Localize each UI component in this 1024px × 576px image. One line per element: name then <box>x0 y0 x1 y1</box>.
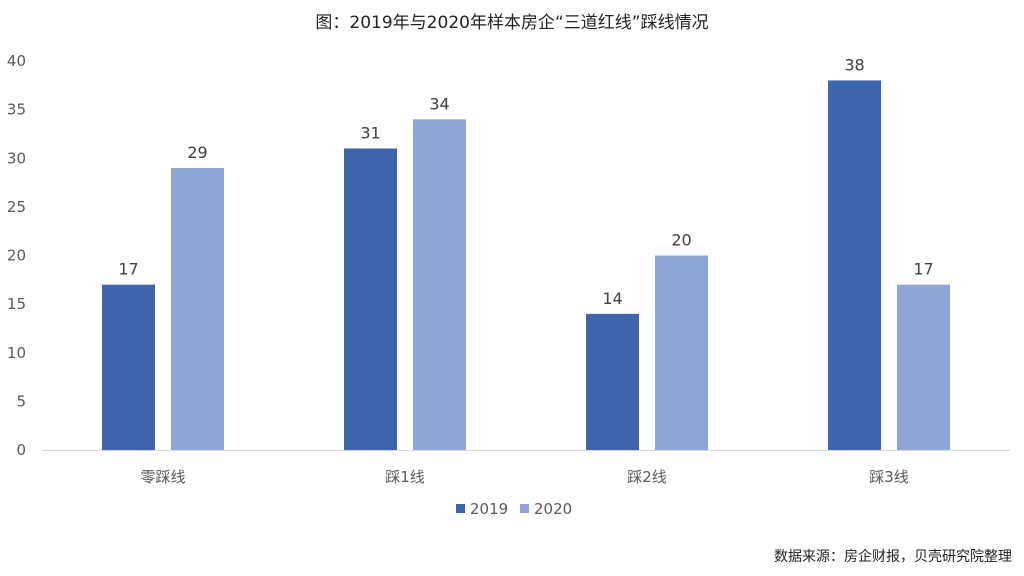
data-label: 34 <box>429 94 449 113</box>
bar-2019 <box>586 313 639 450</box>
bar-2019 <box>102 284 155 450</box>
bar-2020 <box>897 284 950 450</box>
bars: 17 29 31 34 14 20 38 17 <box>102 55 950 450</box>
legend: 2019 2020 <box>456 500 572 518</box>
data-label: 17 <box>118 260 138 279</box>
x-tick-label: 零踩线 <box>140 468 185 486</box>
legend-label: 2020 <box>534 500 572 518</box>
bar-2020 <box>655 255 708 450</box>
y-tick-label: 35 <box>7 101 26 119</box>
x-tick-label: 踩2线 <box>627 468 667 486</box>
source-note: 数据来源：房企财报，贝壳研究院整理 <box>774 548 1012 565</box>
legend-swatch <box>520 504 529 513</box>
data-label: 14 <box>602 289 622 308</box>
x-tick-label: 踩3线 <box>869 468 909 486</box>
y-tick-label: 5 <box>16 392 26 410</box>
data-label: 20 <box>671 231 691 250</box>
y-tick-label: 25 <box>7 198 26 216</box>
y-tick-label: 0 <box>16 441 26 459</box>
chart-title: 图：2019年与2020年样本房企“三道红线”踩线情况 <box>315 13 708 33</box>
y-tick-label: 10 <box>7 344 26 362</box>
data-label: 31 <box>360 124 380 143</box>
data-label: 29 <box>187 143 207 162</box>
bar-2019 <box>344 148 397 450</box>
x-tick-label: 踩1线 <box>385 468 425 486</box>
data-label: 17 <box>913 260 933 279</box>
bar-2019 <box>828 80 881 450</box>
x-axis: 零踩线 踩1线 踩2线 踩3线 <box>140 468 908 486</box>
bar-2020 <box>413 119 466 450</box>
y-tick-label: 30 <box>7 149 26 167</box>
y-tick-label: 20 <box>7 247 26 265</box>
y-axis: 0 5 10 15 20 25 30 35 40 <box>7 52 26 459</box>
y-tick-label: 40 <box>7 52 26 70</box>
data-label: 38 <box>844 55 864 74</box>
bar-2020 <box>171 167 224 450</box>
y-tick-label: 15 <box>7 295 26 313</box>
legend-swatch <box>456 504 465 513</box>
legend-label: 2019 <box>470 500 508 518</box>
